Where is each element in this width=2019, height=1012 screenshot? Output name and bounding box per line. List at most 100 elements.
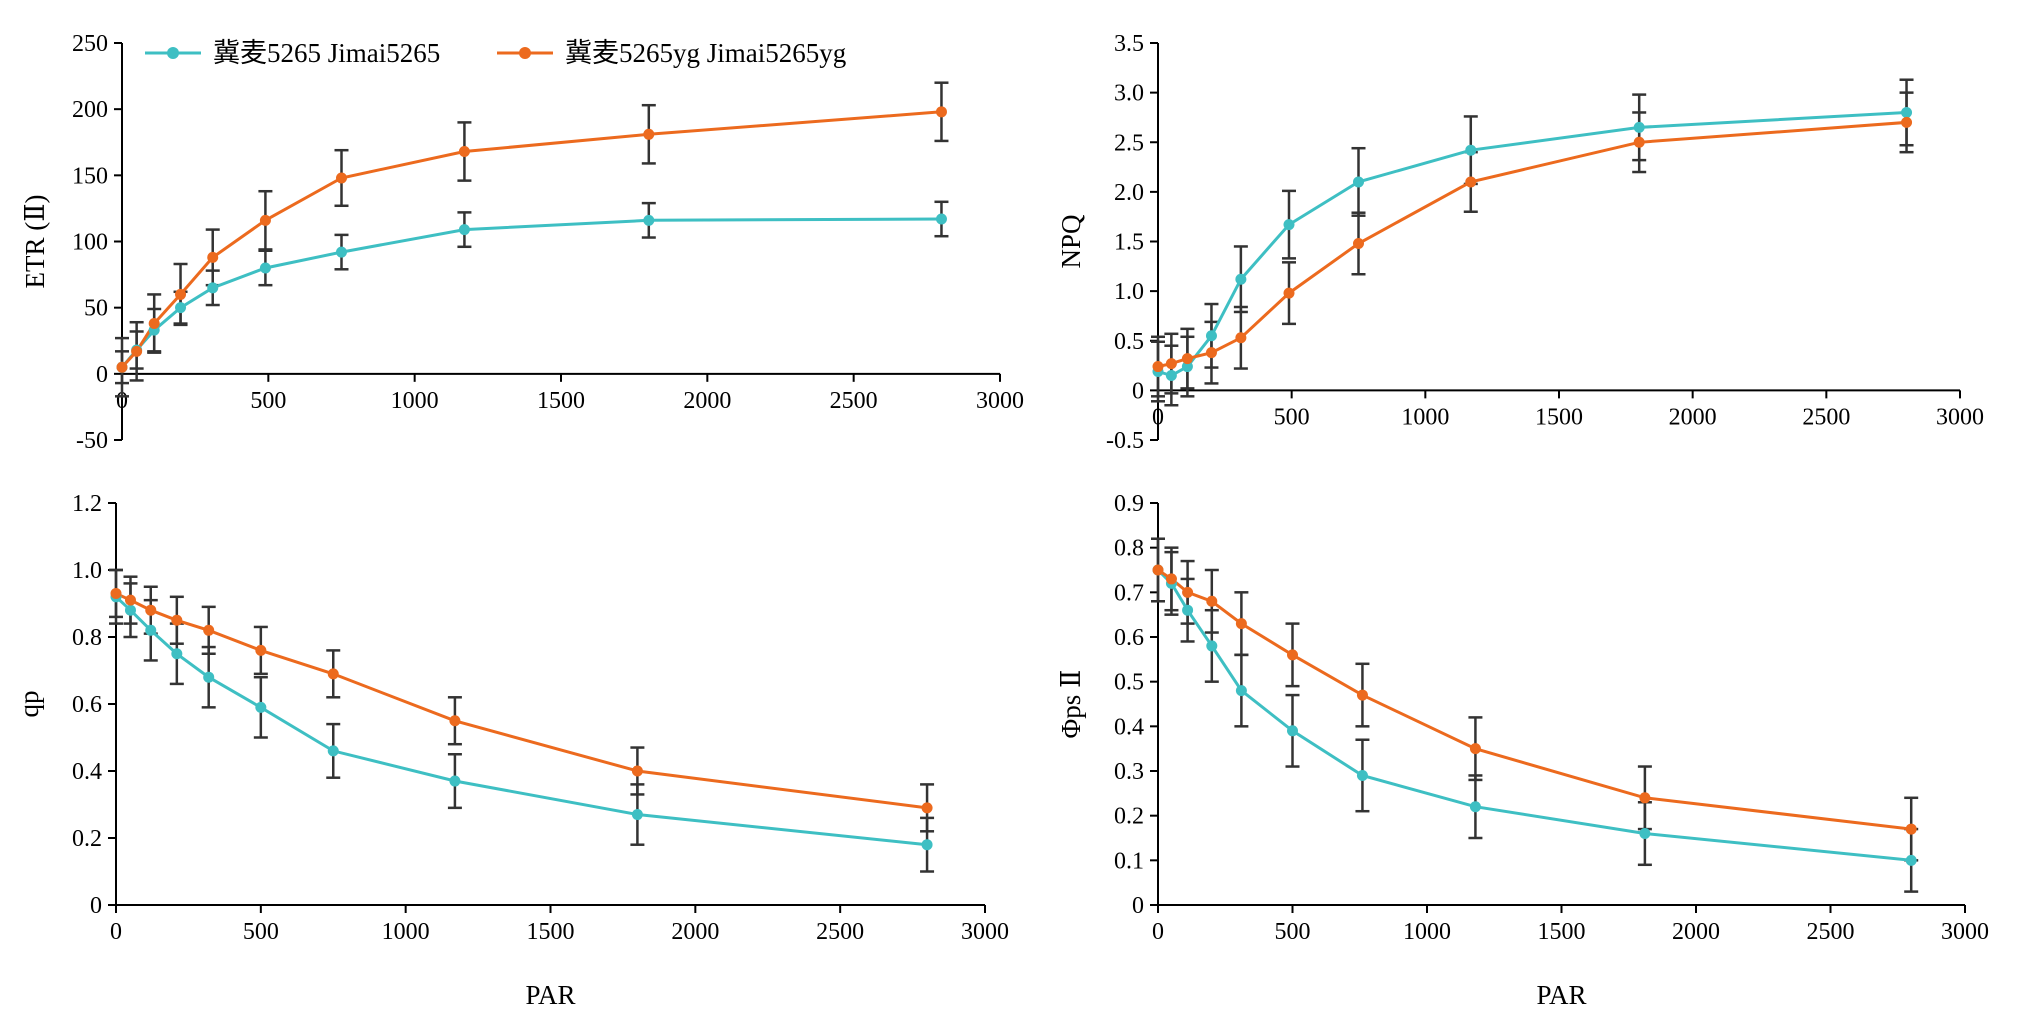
- series-line: [120, 217, 942, 369]
- y-tick-label: 0.7: [1114, 580, 1144, 606]
- x-tick-label: 0: [1152, 404, 1164, 430]
- x-tick-label: 0: [1152, 919, 1164, 945]
- data-point: [124, 594, 136, 606]
- y-axis-label: NPQ: [1056, 214, 1086, 269]
- y-tick-label: -0.5: [1106, 428, 1144, 454]
- y-tick-label: 100: [72, 230, 108, 256]
- series-line: [120, 110, 942, 369]
- x-tick-label: 1500: [1535, 404, 1583, 430]
- y-tick-label: 1.5: [1114, 230, 1144, 256]
- data-point: [145, 604, 157, 616]
- series-1: [109, 568, 935, 873]
- y-tick-label: 0.4: [1114, 714, 1144, 740]
- data-point: [259, 214, 271, 226]
- data-point: [255, 701, 267, 713]
- y-tick-label: 0.8: [1114, 536, 1144, 562]
- y-tick-label: 2.0: [1114, 180, 1144, 206]
- x-tick-label: 500: [1274, 404, 1310, 430]
- x-tick-label: 2000: [1669, 404, 1717, 430]
- data-point: [1235, 685, 1247, 697]
- x-tick-label: 3000: [976, 388, 1024, 414]
- y-tick-label: 0.1: [1114, 848, 1144, 874]
- data-point: [1182, 604, 1194, 616]
- data-point: [1287, 649, 1298, 661]
- legend-swatch-marker-1: [167, 47, 179, 59]
- data-point: [207, 251, 219, 263]
- data-point: [1469, 743, 1481, 755]
- data-point: [131, 345, 143, 357]
- data-point: [449, 715, 461, 727]
- data-point: [327, 668, 339, 680]
- series-line: [114, 595, 928, 847]
- data-point: [1469, 801, 1481, 813]
- series-line: [115, 592, 928, 810]
- series-line: [1157, 120, 1907, 369]
- data-point: [1465, 144, 1477, 156]
- data-point: [1235, 618, 1247, 630]
- y-tick-label: 150: [72, 163, 108, 189]
- data-point: [1283, 219, 1295, 231]
- y-tick-label: 200: [72, 97, 108, 123]
- data-point: [1182, 586, 1194, 598]
- data-point: [1905, 854, 1917, 866]
- data-point: [336, 172, 347, 184]
- data-point: [643, 128, 655, 140]
- data-point: [148, 318, 160, 330]
- series-1: [1151, 78, 1914, 407]
- y-tick-label: 50: [84, 296, 108, 322]
- legend: 冀麦5265 Jimai5265 冀麦5265yg Jimai5265yg: [145, 38, 846, 68]
- data-point: [1901, 116, 1913, 128]
- x-tick-label: 2000: [683, 388, 731, 414]
- series-line: [1156, 568, 1912, 862]
- x-tick-label: 1000: [1401, 404, 1449, 430]
- data-point: [631, 765, 643, 777]
- y-tick-label: 0.8: [72, 625, 102, 651]
- x-tick-label: 0: [110, 919, 122, 945]
- data-point: [1181, 361, 1193, 373]
- data-point: [1356, 689, 1368, 701]
- data-point: [1165, 369, 1177, 381]
- data-point: [643, 214, 655, 226]
- x-axis-label: PAR: [1536, 980, 1586, 1010]
- data-point: [935, 213, 947, 225]
- data-point: [1165, 573, 1177, 585]
- data-point: [1633, 121, 1645, 133]
- data-point: [1353, 237, 1364, 249]
- data-point: [1905, 823, 1917, 835]
- x-tick-label: 1500: [1538, 919, 1586, 945]
- x-tick-label: 500: [243, 919, 279, 945]
- y-tick-label: 0.6: [72, 692, 102, 718]
- x-tick-label: 3000: [961, 919, 1009, 945]
- data-point: [175, 288, 187, 300]
- data-point: [171, 648, 183, 660]
- panel-3: 0 0.2 0.4 0.6 0.8 1.0 1.2 0 500 1000 1500 2000 2500 3…: [14, 491, 1009, 1010]
- x-tick-label: 2000: [1672, 919, 1720, 945]
- y-axis-label: ETR (Ⅱ): [20, 194, 50, 288]
- data-point: [1235, 332, 1247, 344]
- y-axis-label: Φps Ⅱ: [1056, 670, 1086, 739]
- data-point: [1633, 136, 1645, 148]
- data-point: [1353, 176, 1364, 188]
- x-tick-label: 500: [250, 388, 286, 414]
- y-tick-label: 2.5: [1114, 130, 1144, 156]
- series-1: [115, 200, 949, 385]
- y-axis-label: qp: [14, 691, 44, 718]
- data-point: [259, 262, 271, 274]
- x-tick-label: 0: [116, 388, 128, 414]
- data-point: [1639, 828, 1651, 840]
- x-tick-label: 2000: [671, 919, 719, 945]
- series-line: [1157, 111, 1907, 378]
- legend-label-1: 冀麦5265 Jimai5265: [213, 38, 440, 68]
- data-point: [116, 361, 128, 373]
- data-point: [449, 775, 461, 787]
- data-point: [336, 246, 347, 258]
- x-tick-label: 1000: [391, 388, 439, 414]
- data-point: [458, 146, 470, 158]
- panel-2: -0.5 0 0.5 1.0 1.5 2.0 2.5 3.0 3.5 0 500 1000 1500 20…: [1056, 31, 1984, 454]
- y-tick-label: 250: [72, 31, 108, 57]
- data-point: [1165, 358, 1177, 370]
- y-tick-label: 0.2: [72, 826, 102, 852]
- data-point: [124, 604, 136, 616]
